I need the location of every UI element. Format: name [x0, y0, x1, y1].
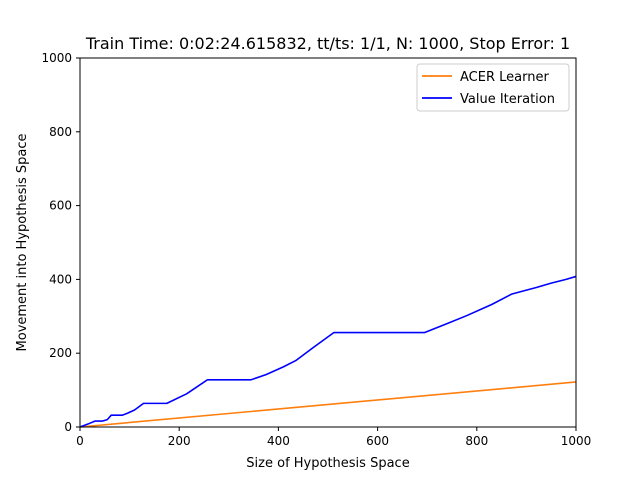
y-axis-ticks: 0 200 400 600 800 1000	[41, 51, 80, 434]
x-axis-ticks: 0 200 400 600 800 1000	[76, 427, 591, 448]
y-tick-label: 400	[49, 272, 72, 286]
x-tick-label: 0	[76, 434, 84, 448]
series-layer	[79, 275, 577, 428]
y-tick-label: 0	[64, 420, 72, 434]
legend-box	[416, 63, 570, 112]
x-axis-label: Size of Hypothesis Space	[246, 456, 409, 471]
plot-frame	[79, 57, 577, 428]
legend-items: ACER Learner Value Iteration	[422, 70, 555, 107]
y-tick-label: 800	[49, 125, 72, 139]
y-tick-label: 200	[49, 346, 72, 360]
chart-title: Train Time: 0:02:24.615832, tt/ts: 1/1, …	[85, 34, 570, 53]
legend-label-value-iteration: Value Iteration	[460, 92, 555, 107]
x-tick-label: 800	[465, 434, 488, 448]
y-tick-label: 1000	[41, 51, 72, 65]
x-tick-label: 600	[366, 434, 389, 448]
y-tick-label: 600	[49, 199, 72, 213]
legend: ACER Learner Value Iteration	[416, 63, 570, 112]
series-line-value-iteration	[79, 275, 577, 428]
series-line-acer-learner	[79, 381, 577, 428]
x-tick-label: 1000	[561, 434, 592, 448]
x-tick-label: 200	[168, 434, 191, 448]
legend-label-acer-learner: ACER Learner	[460, 70, 549, 85]
x-tick-label: 400	[267, 434, 290, 448]
y-axis-label: Movement into Hypothesis Space	[15, 134, 30, 352]
